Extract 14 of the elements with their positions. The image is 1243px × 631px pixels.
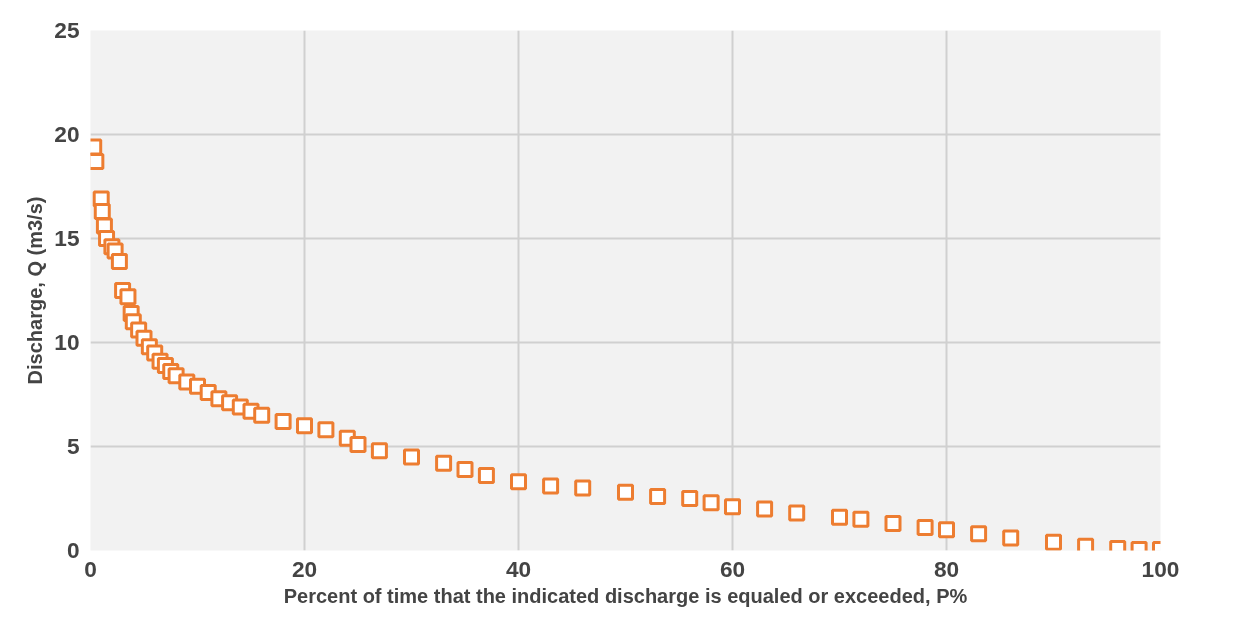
y-axis-title: Discharge, Q (m3/s) (24, 196, 47, 385)
x-tick-label: 80 (933, 555, 960, 582)
y-tick-label: 25 (54, 17, 80, 43)
y-tick-label: 20 (54, 121, 80, 147)
y-tick-label: 0 (66, 537, 80, 563)
y-tick-label: 15 (54, 225, 80, 251)
x-tick-label: 60 (719, 555, 746, 582)
x-axis-title: Percent of time that the indicated discharge is equaled or exceeded, P% (283, 584, 968, 607)
x-tick-label: 100 (1141, 555, 1180, 582)
y-tick-label: 10 (54, 329, 80, 355)
x-tick-label: 20 (291, 555, 318, 582)
x-tick-label: 40 (505, 555, 532, 582)
x-tick-label: 0 (84, 555, 97, 582)
y-tick-label: 5 (66, 433, 80, 459)
